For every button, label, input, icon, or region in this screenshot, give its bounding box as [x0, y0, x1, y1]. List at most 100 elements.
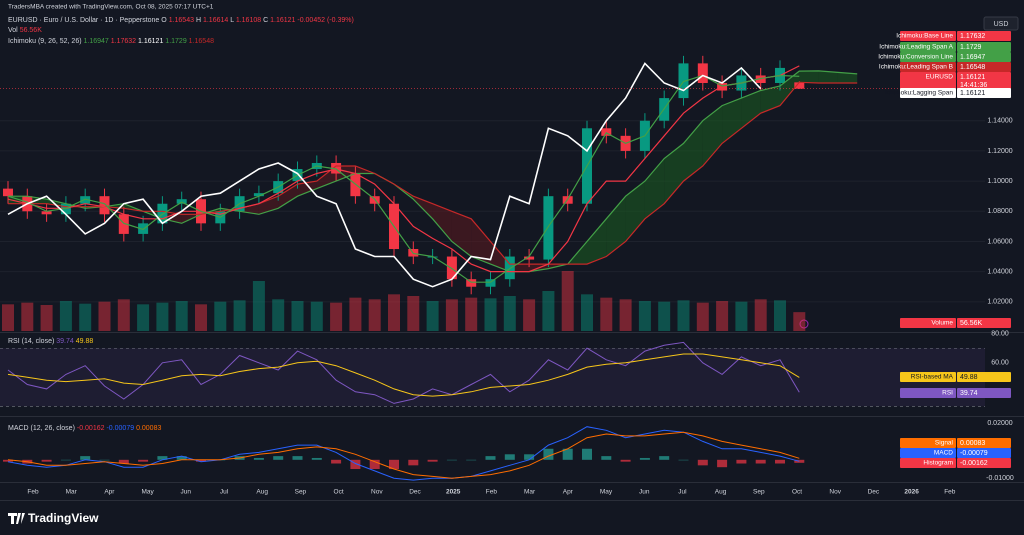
volume-bar: [368, 299, 381, 331]
volume-bar: [677, 300, 690, 331]
volume-bar: [638, 301, 651, 331]
x-tick-label: Sep: [753, 489, 765, 496]
tag-value: 56.56K: [960, 320, 983, 327]
candle-body: [331, 162, 342, 174]
cloud-segment: [432, 203, 452, 242]
y-tick-label: 1.14000: [987, 118, 1012, 125]
legend-row: MACD (12, 26, close) -0.00162 -0.00079 0…: [8, 425, 161, 432]
histogram-bar: [582, 448, 592, 460]
tag-label-box: [900, 458, 956, 468]
histogram-bar: [369, 459, 380, 470]
x-tick-label: Aug: [715, 489, 727, 496]
volume-bar: [754, 299, 767, 331]
cloud-segment: [606, 196, 626, 257]
cloud-segment: [625, 181, 645, 242]
candle-body: [697, 63, 708, 84]
cloud-segment: [702, 105, 723, 167]
tag-label: Histogram: [923, 460, 953, 467]
x-tick-label: Oct: [334, 489, 344, 496]
volume-bar: [21, 302, 34, 331]
histogram-bar: [717, 459, 728, 468]
histogram-bar: [639, 457, 650, 460]
volume-bar: [716, 301, 729, 331]
histogram-bar: [118, 459, 129, 464]
x-tick-label: Feb: [486, 489, 498, 496]
x-tick-label: Apr: [104, 489, 115, 496]
price-tag: RSI 39.74: [900, 388, 1011, 398]
tag-value-box: [957, 52, 1011, 62]
legend-value: 1.16108: [236, 17, 261, 24]
candle-body: [176, 199, 187, 204]
tag-label-box: [900, 448, 956, 458]
tag-value-box: [957, 388, 1011, 398]
candle-body: [717, 83, 728, 91]
legend-value: 1.16543: [169, 17, 194, 24]
volume-bar: [98, 301, 111, 331]
histogram-bar: [659, 456, 670, 460]
candle-body: [99, 196, 110, 215]
tag-label-box: [900, 62, 956, 72]
histogram-bar: [138, 459, 149, 462]
tag-value: 1.1729: [960, 44, 982, 51]
price-tag: Ichimoku:Leading Span A 1.1729: [879, 42, 1011, 52]
volume-bar: [310, 301, 323, 331]
y-tick-label: 1.12000: [987, 148, 1012, 155]
tag-value-box: [957, 318, 1011, 328]
cloud-segment: [471, 218, 491, 265]
symbol-title: EURUSD · Euro / U.S. Dollar · 1D · Peppe…: [8, 17, 159, 24]
cloud-segment: [683, 120, 703, 182]
tag-label-box: [900, 31, 956, 41]
volume-bar: [137, 304, 150, 331]
tag-label-box: [900, 372, 956, 382]
candle-body: [80, 196, 91, 204]
candle-body: [543, 196, 554, 260]
volume-bar: [774, 300, 786, 331]
volume-bar: [79, 303, 92, 331]
candle-body: [466, 279, 477, 287]
legend-value: 1.16121: [138, 38, 163, 45]
volume-bar: [542, 291, 555, 331]
candle-body: [504, 256, 515, 280]
tag-label-box: [900, 388, 956, 398]
tag-label: EURUSD: [926, 74, 954, 81]
x-tick-label: 2026: [904, 489, 919, 496]
x-tick-label: May: [141, 489, 154, 496]
histogram-bar: [311, 457, 322, 460]
cloud-segment: [760, 86, 780, 114]
price-tag: Ichimoku:Lagging Span 1.16121: [885, 88, 1011, 98]
x-tick-label: Jul: [678, 489, 687, 496]
x-tick-label: Jun: [181, 489, 192, 496]
histogram-bar: [504, 454, 515, 460]
credit: TradersMBA created with TradingView.com,…: [8, 4, 214, 11]
macd-line: [7, 431, 800, 479]
cloud-segment: [644, 158, 665, 219]
histogram-bar: [543, 448, 554, 460]
tag-label-box: [900, 438, 956, 448]
y-tick-label: 1.08000: [987, 208, 1012, 215]
candle-body: [485, 279, 496, 287]
tag-label-box: [900, 42, 956, 52]
histogram-bar: [350, 459, 361, 470]
currency-button[interactable]: [983, 16, 1019, 31]
cloud-segment: [818, 70, 838, 84]
ohlc-label: C: [263, 17, 268, 24]
tag-value: 1.17632: [960, 33, 985, 40]
indicator-line: [8, 81, 858, 265]
tag-countdown: 14:41:36: [960, 82, 987, 89]
cloud-segment: [780, 71, 800, 106]
volume-bar: [233, 300, 246, 331]
tag-value: 1.16121: [960, 90, 985, 97]
tag-value-box: [957, 42, 1011, 52]
tag-label-box: [900, 72, 956, 89]
tag-value-box: [957, 448, 1011, 458]
legend-value: 39.74: [56, 338, 74, 345]
event-icon[interactable]: [799, 319, 809, 329]
histogram-bar: [60, 459, 71, 461]
volume-bar: [291, 301, 304, 331]
volume-bar: [484, 298, 497, 331]
tag-label: Ichimoku:Conversion Line: [878, 54, 953, 61]
y-tick-label: 1.02000: [987, 299, 1012, 306]
tag-value-box: [957, 458, 1011, 468]
volume-bar: [272, 299, 285, 331]
